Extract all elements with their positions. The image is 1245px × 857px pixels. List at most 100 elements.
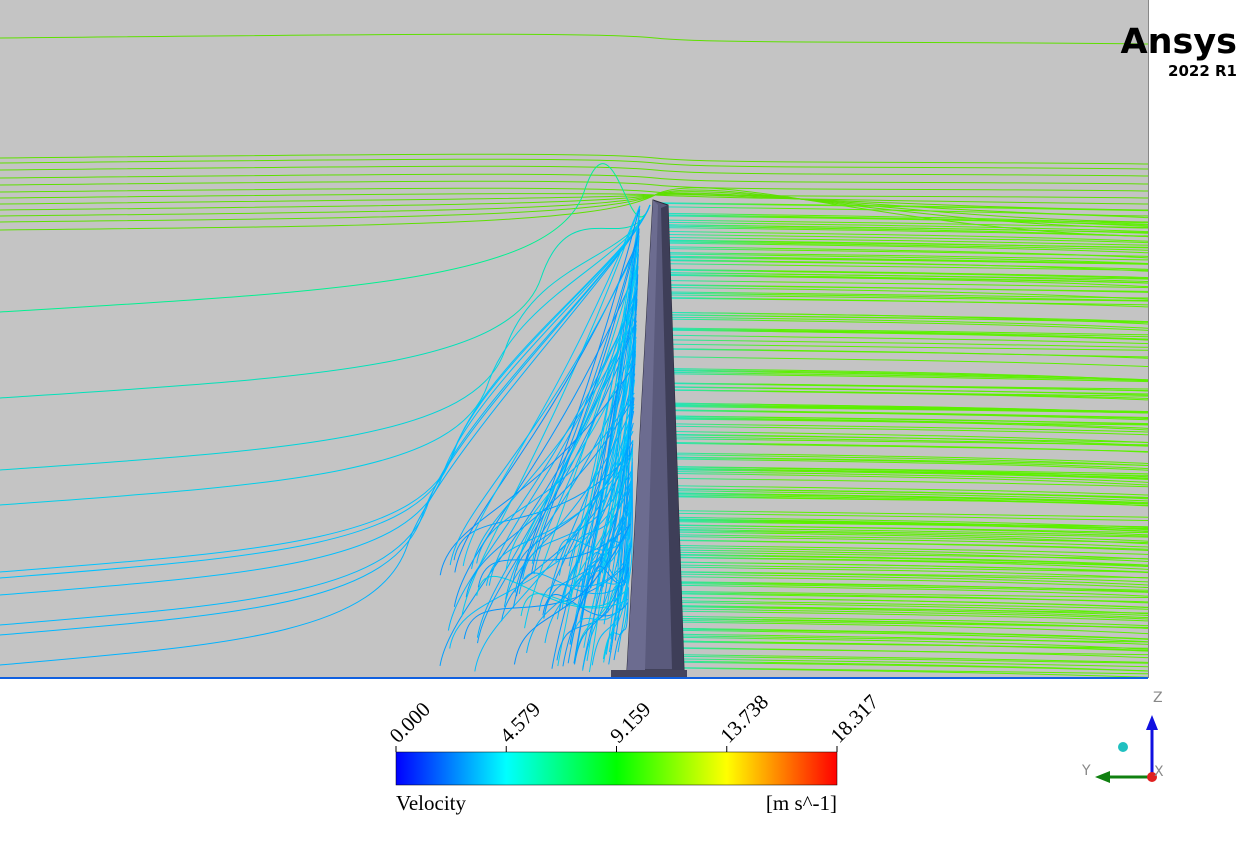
streamline [667,425,1148,436]
streamline [477,321,637,644]
streamline [0,204,651,626]
legend-tick-label: 0.000 [385,697,435,747]
tower [611,199,687,678]
streamline [674,605,1148,616]
streamline [675,647,1148,659]
streamline [0,33,1148,45]
streamline [582,489,632,671]
streamline [663,334,1148,345]
streamline [665,386,1148,396]
streamline [674,610,1148,622]
streamline [533,288,638,575]
logo-brand: Ansys [1121,22,1237,62]
streamline [666,416,1148,429]
streamline [673,581,1148,593]
streamline [670,510,1148,518]
streamline [518,572,629,595]
streamline [671,539,1148,551]
streamline [673,584,1148,597]
streamline [670,519,1148,532]
streamline [671,530,1148,542]
streamline [668,468,1148,480]
color-legend: Velocity [m s^-1] 0.000 4.579 9.159 13.738 1… [385,690,884,815]
streamline [671,528,1148,538]
streamline [548,337,637,601]
streamline [613,587,629,661]
streamline [559,422,634,610]
streamline [674,615,1148,627]
streamline [676,667,1148,678]
streamline [661,297,1148,306]
streamline [661,292,1148,302]
streamline [660,251,1148,261]
streamline [659,241,1148,251]
streamline [671,524,1148,536]
streamline [666,423,1148,433]
streamline [663,329,1148,341]
streamline [670,516,1148,529]
streamline [659,242,1148,254]
streamline [669,496,1148,505]
axis-triad: Z Y X [1081,690,1164,783]
streamline [669,477,1148,488]
streamline [526,496,632,654]
streamline [555,529,631,562]
streamline [661,286,1148,300]
streamlines [0,33,1148,678]
streamline [661,291,1148,299]
streamline [659,240,1148,248]
streamline [675,633,1148,645]
streamline [666,418,1148,426]
axis-z-label: Z [1153,690,1163,706]
streamline [569,450,633,605]
streamline [666,409,1148,421]
streamline [667,438,1148,446]
streamline [675,628,1148,640]
streamline [0,204,651,471]
streamline [515,206,641,597]
streamline [572,255,639,578]
streamline [0,204,651,579]
streamline [670,518,1148,531]
streamline [0,204,651,506]
streamline [674,621,1148,635]
streamline [551,281,639,669]
streamline [660,269,1148,279]
streamline [660,268,1148,279]
legend-tick-label: 18.317 [826,690,884,748]
streamline [669,492,1148,504]
streamline [663,339,1148,348]
streamline [668,458,1148,471]
streamline [671,527,1148,537]
streamline [663,327,1148,336]
streamline [0,180,1148,192]
streamline [658,202,1148,212]
streamline [675,627,1148,640]
streamline [668,452,1148,464]
streamline [671,549,1148,562]
streamline [675,640,1148,652]
streamline [661,294,1148,302]
streamline [658,221,1148,233]
streamline [0,153,1148,165]
streamline [660,256,1148,265]
streamline [569,443,634,645]
streamline [662,318,1148,331]
streamline [601,328,637,574]
streamline [658,219,1148,228]
streamline [676,661,1148,672]
streamline [661,284,1148,293]
streamline [558,403,635,576]
streamline [476,575,629,609]
streamline [671,547,1148,560]
streamline [0,189,1148,229]
streamline [591,568,630,666]
streamline [659,225,1148,238]
streamline [659,230,1148,242]
streamline [660,255,1148,265]
streamline [672,553,1148,566]
streamline [668,454,1148,467]
streamline [673,576,1148,589]
streamline [671,536,1148,548]
